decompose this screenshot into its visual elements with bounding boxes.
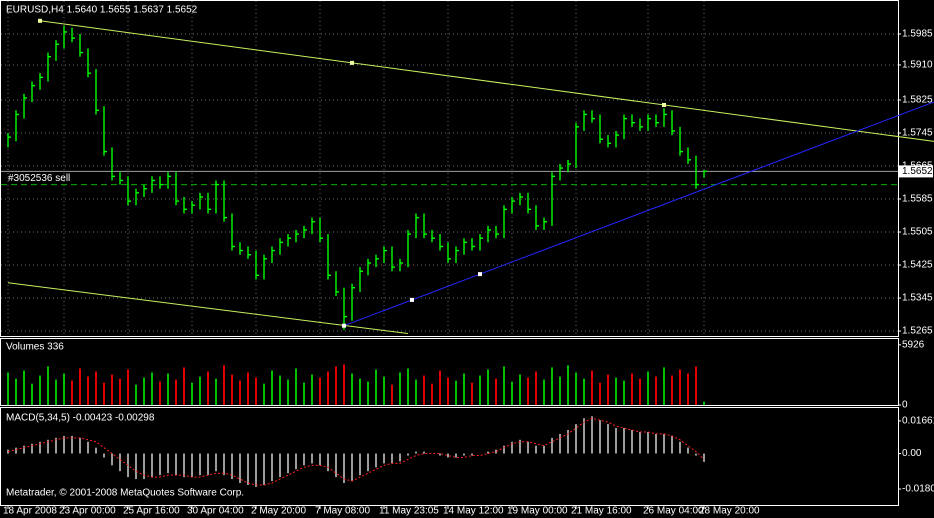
y-tick-label: 1.5345 [902,293,933,304]
x-tick-label: 23 Apr 00:00 [59,506,116,517]
volume-title: Volumes 336 [6,342,64,353]
y-tick-label: 5926 [902,339,925,350]
trendline [343,101,934,327]
price-panel-frame [0,0,899,337]
y-tick-label: 0.00 [902,448,922,459]
x-tick-label: 28 May 20:00 [699,506,760,517]
y-tick-label: 1.5585 [902,194,933,205]
y-tick-label: 1.5745 [902,128,933,139]
y-tick-label: 1.5985 [902,29,933,40]
y-tick-label: 1.5825 [902,95,933,106]
y-tick-label: -0.01808 [902,484,934,495]
x-tick-label: 11 May 23:05 [379,506,439,517]
trendline-anchor [478,272,482,277]
trendline-anchor [410,297,414,302]
x-tick-label: 7 May 08:00 [315,506,370,517]
x-tick-label: 25 Apr 16:00 [123,506,180,517]
x-tick-label: 2 May 20:00 [251,506,306,517]
volume-panel-frame [0,338,899,406]
trendline [7,282,409,335]
x-tick-label: 14 May 12:00 [443,506,504,517]
x-tick-label: 21 May 16:00 [571,506,632,517]
current-price-label: 1.5652 [902,166,933,177]
trendline-anchor [662,102,666,107]
current-price-box [899,165,933,178]
y-tick-label: 1.5505 [902,227,933,238]
watermark: Metatrader, © 2001-2008 MetaQuotes Softw… [6,488,244,499]
x-tick-label: 19 May 00:00 [507,506,568,517]
x-tick-label: 30 Apr 04:00 [187,506,244,517]
x-tick-label: 26 May 04:00 [643,506,704,517]
plot-layer: 1.59851.59101.58251.57451.56651.55851.55… [1,1,934,509]
macd-signal-line [7,417,705,486]
chart-title: EURUSD,H4 1.5640 1.5655 1.5637 1.5652 [6,5,198,16]
y-tick-label: 0 [902,400,908,411]
y-tick-label: 0.01661 [902,416,934,427]
trendline [39,20,934,142]
y-tick-label: 1.5910 [902,60,933,71]
order-label: #3052536 sell [8,173,70,184]
trendline-anchor [342,323,346,328]
macd-panel-frame [0,407,899,506]
trendline-anchor [38,18,42,23]
trendline-anchor [350,60,354,65]
y-tick-label: 1.5425 [902,260,933,271]
macd-title: MACD(5,34,5) -0.00423 -0.00298 [6,413,155,424]
x-tick-label: 18 Apr 2008 [3,506,57,517]
y-tick-label: 1.5265 [902,326,933,337]
